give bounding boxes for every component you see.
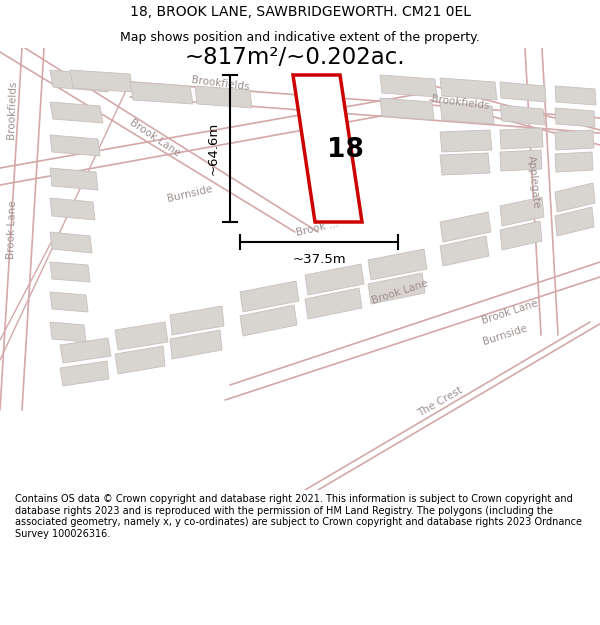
Polygon shape [440,130,492,152]
Text: Map shows position and indicative extent of the property.: Map shows position and indicative extent… [120,31,480,44]
Polygon shape [50,168,98,190]
Polygon shape [380,98,434,120]
Text: Brookfields: Brookfields [190,76,250,92]
Polygon shape [555,207,594,236]
Text: Brook Lane: Brook Lane [481,298,539,326]
Text: Brook Lane: Brook Lane [6,201,18,259]
Polygon shape [555,86,596,105]
Text: ~37.5m: ~37.5m [292,253,346,266]
Text: Brook Lane: Brook Lane [371,278,430,306]
Polygon shape [500,150,542,171]
Polygon shape [240,305,297,336]
Polygon shape [60,338,111,363]
Polygon shape [50,102,103,123]
Polygon shape [115,346,165,374]
Polygon shape [50,262,90,282]
Text: Burnside: Burnside [166,184,214,204]
Polygon shape [50,70,108,92]
Polygon shape [195,86,252,108]
Text: 18: 18 [326,137,364,163]
Polygon shape [130,82,193,104]
Text: Contains OS data © Crown copyright and database right 2021. This information is : Contains OS data © Crown copyright and d… [15,494,582,539]
Polygon shape [500,105,545,125]
Polygon shape [50,198,95,220]
Text: Brookfields: Brookfields [430,94,490,111]
Polygon shape [380,75,437,97]
Text: Brook Lane: Brook Lane [128,118,182,159]
Polygon shape [368,249,427,280]
Polygon shape [293,75,362,222]
Polygon shape [70,70,133,92]
Polygon shape [305,264,364,295]
Polygon shape [500,221,542,250]
Polygon shape [500,197,544,226]
Text: 18, BROOK LANE, SAWBRIDGEWORTH. CM21 0EL: 18, BROOK LANE, SAWBRIDGEWORTH. CM21 0EL [130,5,470,19]
Polygon shape [500,128,543,149]
Polygon shape [555,108,595,127]
Polygon shape [555,130,594,150]
Text: ~817m²/~0.202ac.: ~817m²/~0.202ac. [185,46,406,69]
Polygon shape [440,153,490,175]
Polygon shape [555,152,593,172]
Polygon shape [500,82,546,102]
Polygon shape [440,236,489,266]
Polygon shape [555,183,595,212]
Polygon shape [60,361,109,386]
Polygon shape [305,288,362,319]
Polygon shape [170,306,224,335]
Polygon shape [368,273,425,304]
Polygon shape [170,330,222,359]
Polygon shape [440,102,494,124]
Polygon shape [440,212,491,242]
Polygon shape [440,78,497,100]
Text: Brook ...: Brook ... [296,218,340,238]
Polygon shape [50,322,86,342]
Text: Brookfields: Brookfields [6,81,18,139]
Text: ~64.6m: ~64.6m [207,122,220,175]
Text: Burnside: Burnside [482,323,529,347]
Polygon shape [50,135,100,156]
Polygon shape [50,292,88,312]
Polygon shape [240,281,299,312]
Polygon shape [115,322,168,350]
Polygon shape [50,232,92,253]
Text: Applegate: Applegate [526,155,542,209]
Text: The Crest: The Crest [416,385,464,419]
